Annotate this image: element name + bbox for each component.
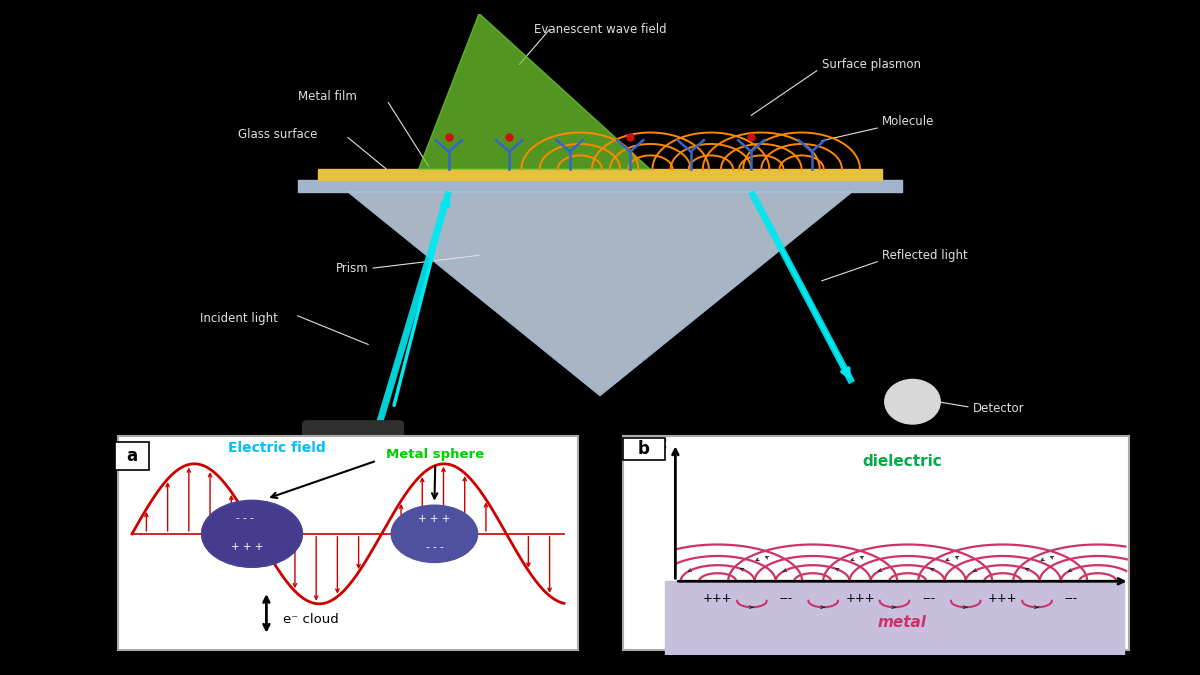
Text: Incident light: Incident light xyxy=(199,313,277,325)
Text: + + +: + + + xyxy=(232,542,263,551)
Text: ---: --- xyxy=(1064,591,1078,605)
Ellipse shape xyxy=(884,379,941,424)
Text: a: a xyxy=(126,447,138,465)
Text: ---: --- xyxy=(780,591,793,605)
Text: Reflected light: Reflected light xyxy=(882,249,968,262)
Circle shape xyxy=(202,500,302,567)
Circle shape xyxy=(391,505,478,562)
Text: Metal sphere: Metal sphere xyxy=(386,448,485,499)
Text: +++: +++ xyxy=(988,591,1018,605)
Text: e⁻ cloud: e⁻ cloud xyxy=(283,614,338,626)
FancyBboxPatch shape xyxy=(302,421,403,456)
Polygon shape xyxy=(419,14,650,169)
Text: Detector: Detector xyxy=(973,402,1025,414)
Text: +++: +++ xyxy=(845,591,875,605)
Bar xyxy=(115,441,149,470)
Bar xyxy=(665,581,1124,655)
Text: Metal film: Metal film xyxy=(299,90,358,103)
Text: metal: metal xyxy=(878,615,926,630)
Bar xyxy=(118,437,578,650)
Text: b: b xyxy=(637,440,649,458)
Text: - - -: - - - xyxy=(426,542,443,551)
Text: z: z xyxy=(656,436,666,451)
Text: Glass surface: Glass surface xyxy=(238,128,317,141)
Text: - - -: - - - xyxy=(236,513,253,523)
Text: + + +: + + + xyxy=(419,514,450,524)
Polygon shape xyxy=(348,192,852,396)
Text: ---: --- xyxy=(923,591,935,605)
Text: Evanescent wave field: Evanescent wave field xyxy=(534,23,666,36)
Polygon shape xyxy=(298,180,902,192)
Text: Molecule: Molecule xyxy=(882,115,935,128)
Circle shape xyxy=(202,500,302,567)
Text: Surface plasmon: Surface plasmon xyxy=(822,58,920,71)
Text: +++: +++ xyxy=(703,591,732,605)
Text: Electric field: Electric field xyxy=(228,441,325,455)
Text: Prism: Prism xyxy=(336,262,368,275)
Text: X: X xyxy=(1132,577,1144,592)
Bar xyxy=(623,438,665,460)
Polygon shape xyxy=(318,169,882,180)
Text: dielectric: dielectric xyxy=(863,454,942,469)
Bar xyxy=(623,437,1129,650)
